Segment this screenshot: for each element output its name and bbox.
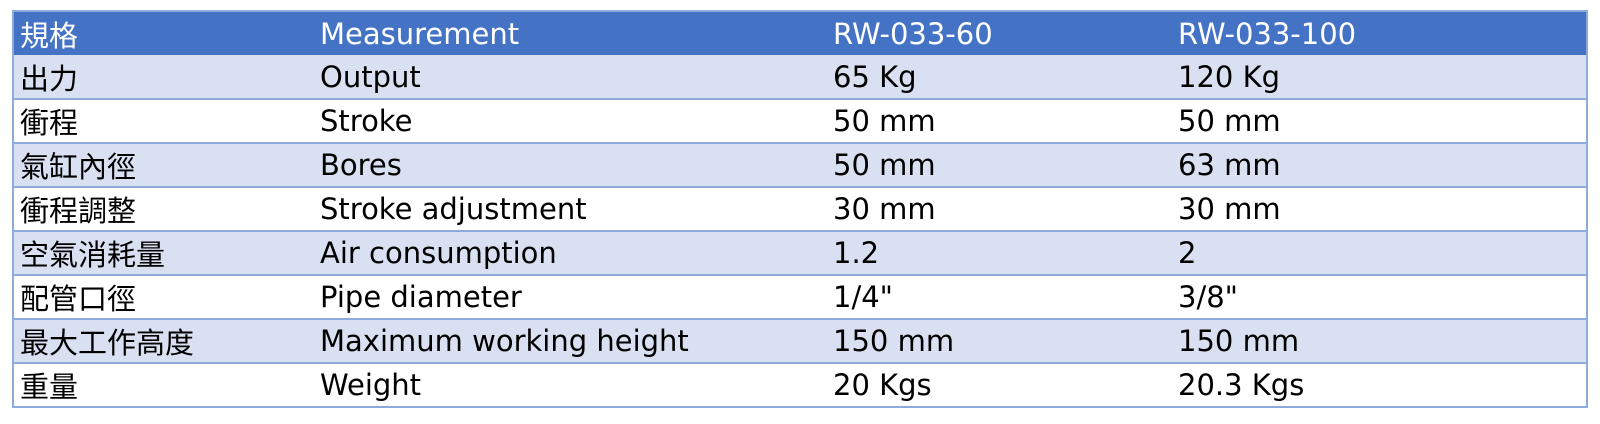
measurement-cell: Stroke (320, 104, 413, 138)
table-row: 空氣消耗量 Air consumption 1.2 2 (14, 230, 1586, 274)
measurement-cell: Output (320, 59, 421, 94)
model-60-cell: 50 mm (833, 148, 936, 182)
measurement-cell: Weight (320, 368, 422, 402)
spec-cell: 最大工作高度 (20, 326, 195, 360)
model-60-cell: 1/4" (833, 280, 894, 314)
spec-cell: 氣缸內徑 (20, 150, 137, 184)
measurement-cell: Bores (320, 148, 402, 182)
measurement-cell: Maximum working height (320, 324, 689, 358)
model-100-cell: 2 (1178, 236, 1197, 270)
header-model-60: RW-033-60 (833, 16, 993, 51)
spec-cell: 空氣消耗量 (20, 238, 166, 272)
model-100-cell: 150 mm (1178, 324, 1300, 358)
table-row: 配管口徑 Pipe diameter 1/4" 3/8" (14, 274, 1586, 318)
model-100-cell: 30 mm (1178, 192, 1281, 226)
model-100-cell: 120 Kg (1178, 59, 1280, 94)
table-row: 最大工作高度 Maximum working height 150 mm 150 mm (14, 318, 1586, 362)
spec-table: 規格 Measurement RW-033-60 RW-033-100 出力 Ou… (12, 10, 1588, 408)
model-60-cell: 30 mm (833, 192, 936, 226)
measurement-cell: Air consumption (320, 236, 557, 270)
model-100-cell: 3/8" (1178, 280, 1239, 314)
table-header-row: 規格 Measurement RW-033-60 RW-033-100 (14, 12, 1586, 55)
model-60-cell: 150 mm (833, 324, 955, 358)
table-row: 氣缸內徑 Bores 50 mm 63 mm (14, 142, 1586, 186)
header-spec: 規格 (20, 18, 79, 53)
model-100-cell: 50 mm (1178, 104, 1281, 138)
spec-cell: 衝程 (20, 106, 79, 140)
table-row: 出力 Output 65 Kg 120 Kg (14, 55, 1586, 98)
model-100-cell: 20.3 Kgs (1178, 368, 1305, 402)
table-row: 重量 Weight 20 Kgs 20.3 Kgs (14, 362, 1586, 406)
spec-cell: 重量 (20, 370, 79, 404)
model-60-cell: 20 Kgs (833, 368, 932, 402)
model-60-cell: 50 mm (833, 104, 936, 138)
measurement-cell: Pipe diameter (320, 280, 522, 314)
model-100-cell: 63 mm (1178, 148, 1281, 182)
spec-cell: 配管口徑 (20, 282, 137, 316)
model-60-cell: 65 Kg (833, 59, 917, 94)
model-60-cell: 1.2 (833, 236, 880, 270)
measurement-cell: Stroke adjustment (320, 192, 587, 226)
table-row: 衝程調整 Stroke adjustment 30 mm 30 mm (14, 186, 1586, 230)
header-model-100: RW-033-100 (1178, 16, 1357, 51)
spec-cell: 出力 (20, 61, 79, 96)
spec-cell: 衝程調整 (20, 194, 137, 228)
table-row: 衝程 Stroke 50 mm 50 mm (14, 98, 1586, 142)
header-measurement: Measurement (320, 16, 520, 51)
